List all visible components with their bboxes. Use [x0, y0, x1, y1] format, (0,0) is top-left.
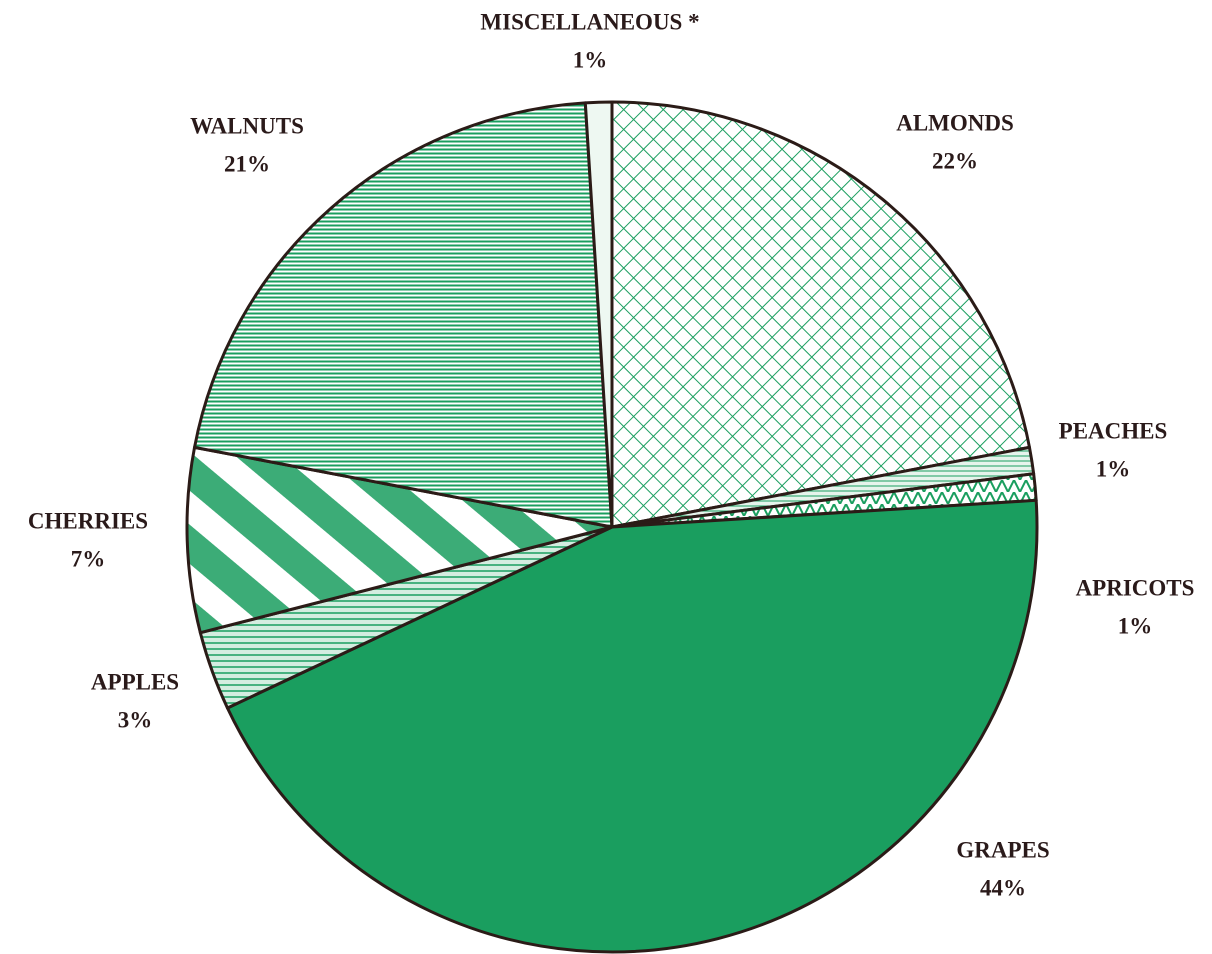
value-label: 1%	[1118, 613, 1153, 638]
category-label: APPLES	[91, 669, 179, 694]
category-label: ALMONDS	[896, 110, 1014, 135]
category-label: GRAPES	[956, 837, 1049, 862]
value-label: 22%	[932, 148, 978, 173]
pie-slice	[193, 101, 614, 529]
labels: ALMONDS 22% PEACHES 1% APRICOTS 1% GRAPES 44% AP…	[28, 9, 1195, 900]
category-label: APRICOTS	[1076, 575, 1195, 600]
pie-slice	[610, 100, 1031, 529]
value-label: 1%	[1096, 456, 1131, 481]
slices	[185, 100, 1039, 954]
value-label: 21%	[224, 151, 270, 176]
category-label: WALNUTS	[190, 113, 304, 138]
pie-slice	[185, 445, 614, 635]
value-label: 3%	[118, 707, 153, 732]
pie-slice	[583, 100, 614, 529]
value-label: 1%	[573, 47, 608, 72]
category-label: PEACHES	[1059, 418, 1168, 443]
value-label: 7%	[71, 546, 106, 571]
category-label: MISCELLANEOUS *	[480, 9, 699, 34]
value-label: 44%	[980, 875, 1026, 900]
category-label: CHERRIES	[28, 508, 148, 533]
